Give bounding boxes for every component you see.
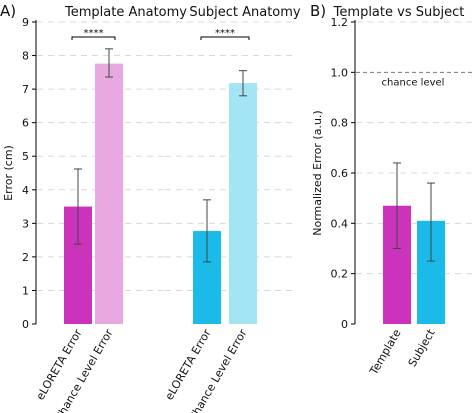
chart-title: Subject Anatomy [189,5,301,20]
y-axis-label: Error (cm) [2,145,15,201]
x-tick-label: Subject [406,326,438,369]
panel-b-label: B) [310,2,326,20]
y-axis-label: Normalized Error (a.u.) [311,110,324,235]
y-tick-label: 5 [22,150,29,163]
significance-label: **** [215,28,235,39]
panel-a-label: A) [0,2,16,20]
x-tick-label: Template [367,327,404,378]
y-tick-label: 4 [22,184,29,197]
y-tick-label: 0.8 [331,117,349,130]
y-tick-label: 8 [22,50,29,63]
y-tick-label: 0.2 [331,268,349,281]
significance-bracket [200,36,250,40]
template-vs-subject-chart: chance level 0 0.2 0.4 0.6 0.8 1.0 1.2 Normalize… [311,5,475,378]
y-tick-label: 1.2 [331,16,349,29]
y-tick-label: 2 [22,251,29,264]
y-tick-label: 0.4 [331,217,349,230]
y-tick-label: 3 [22,217,29,230]
chart-title: Template Anatomy [64,5,187,20]
y-tick-label: 0 [341,318,348,331]
y-tick-label: 6 [22,117,29,130]
y-tick-label: 0 [22,318,29,331]
y-tick-label: 7 [22,83,29,96]
y-tick-label: 1.0 [331,66,349,79]
y-tick-label: 0.6 [331,167,349,180]
significance-bracket [71,36,116,40]
y-tick-label: 1 [22,284,29,297]
bar [95,63,123,325]
chart-title: Template vs Subject [333,5,465,20]
bar [229,83,257,325]
reference-line-label: chance level [382,77,445,88]
significance-label: **** [84,28,104,39]
y-tick-label: 9 [22,16,29,29]
